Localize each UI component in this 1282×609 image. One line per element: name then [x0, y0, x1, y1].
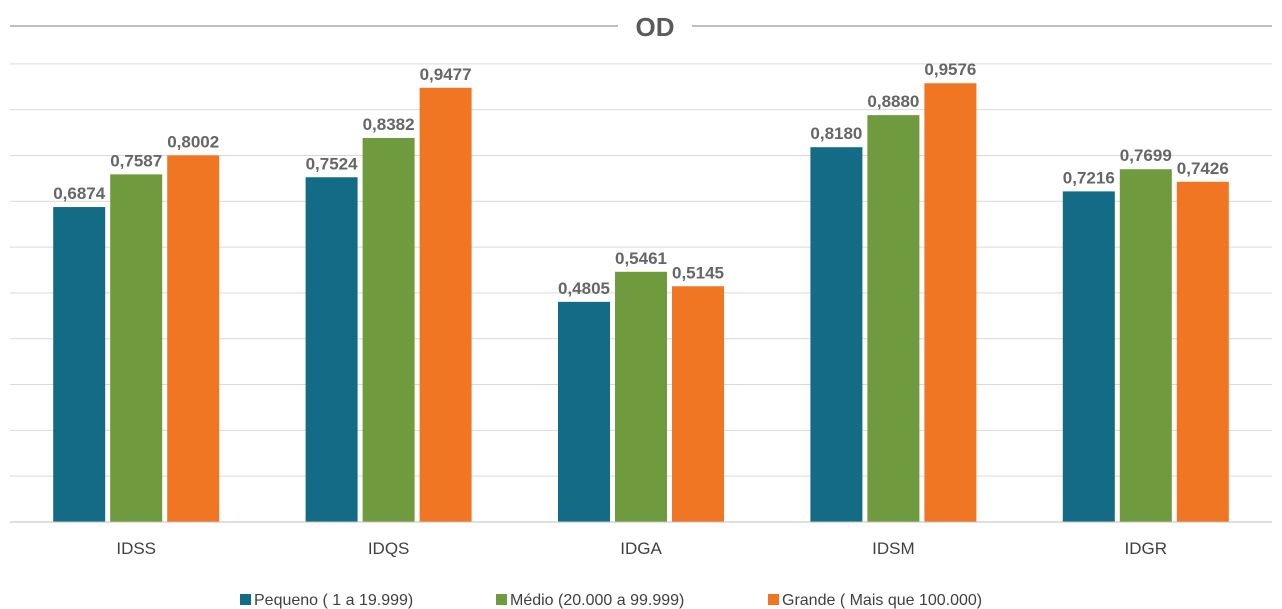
data-label-idqs-series-3: 0,9477 [420, 65, 472, 84]
bar-idqs-series-2 [362, 137, 415, 522]
bar-idga-series-1 [558, 301, 610, 522]
category-label-idgr: IDGR [1125, 539, 1168, 558]
category-label-idss: IDSS [116, 539, 156, 558]
category-label-idga: IDGA [620, 539, 662, 558]
category-label-idqs: IDQS [368, 539, 410, 558]
bar-idqs-series-3 [419, 87, 472, 522]
bar-idga-series-3 [672, 286, 724, 522]
bar-idqs-series-1 [305, 177, 358, 522]
bar-idga-series-2 [615, 271, 667, 522]
category-labels: IDSS IDQS IDGA IDSM IDGR [116, 539, 1167, 558]
bar-idgr-series-2 [1119, 169, 1172, 522]
legend-swatch-1 [240, 594, 251, 605]
legend-swatch-3 [768, 594, 779, 605]
bar-idgr-series-1 [1062, 191, 1115, 522]
bar-idss-series-3 [167, 155, 220, 522]
legend: Pequeno ( 1 a 19.999) Médio (20.000 a 99.… [240, 592, 982, 609]
legend-label-2: Médio (20.000 a 99.999) [510, 592, 684, 609]
data-label-idqs-series-1: 0,7524 [306, 154, 359, 173]
chart-title: OD [636, 12, 675, 42]
data-label-idss-series-1: 0,6874 [53, 184, 106, 203]
category-label-idsm: IDSM [872, 539, 915, 558]
data-label-idga-series-1: 0,4805 [558, 279, 610, 298]
legend-swatch-2 [496, 594, 507, 605]
bar-idgr-series-3 [1176, 181, 1229, 522]
data-label-idgr-series-3: 0,7426 [1177, 159, 1229, 178]
data-label-idga-series-2: 0,5461 [615, 249, 667, 268]
bars [53, 83, 1229, 523]
legend-label-3: Grande ( Mais que 100.000) [782, 592, 982, 609]
chart-title-group: OD [10, 12, 1272, 42]
bar-idsm-series-3 [924, 83, 977, 523]
bar-idsm-series-2 [867, 115, 920, 522]
legend-label-1: Pequeno ( 1 a 19.999) [254, 592, 413, 609]
data-label-idss-series-3: 0,8002 [167, 132, 219, 151]
data-label-idsm-series-2: 0,8880 [867, 92, 919, 111]
data-label-idgr-series-2: 0,7699 [1120, 146, 1172, 165]
data-label-idsm-series-1: 0,8180 [810, 124, 862, 143]
data-label-idqs-series-2: 0,8382 [363, 115, 415, 134]
data-label-idsm-series-3: 0,9576 [924, 60, 976, 79]
data-label-idss-series-2: 0,7587 [110, 151, 162, 170]
data-label-idgr-series-1: 0,7216 [1063, 168, 1115, 187]
bar-idss-series-1 [53, 207, 106, 522]
bar-idsm-series-1 [810, 147, 863, 522]
bar-idss-series-2 [110, 174, 163, 523]
data-label-idga-series-3: 0,5145 [672, 263, 724, 282]
